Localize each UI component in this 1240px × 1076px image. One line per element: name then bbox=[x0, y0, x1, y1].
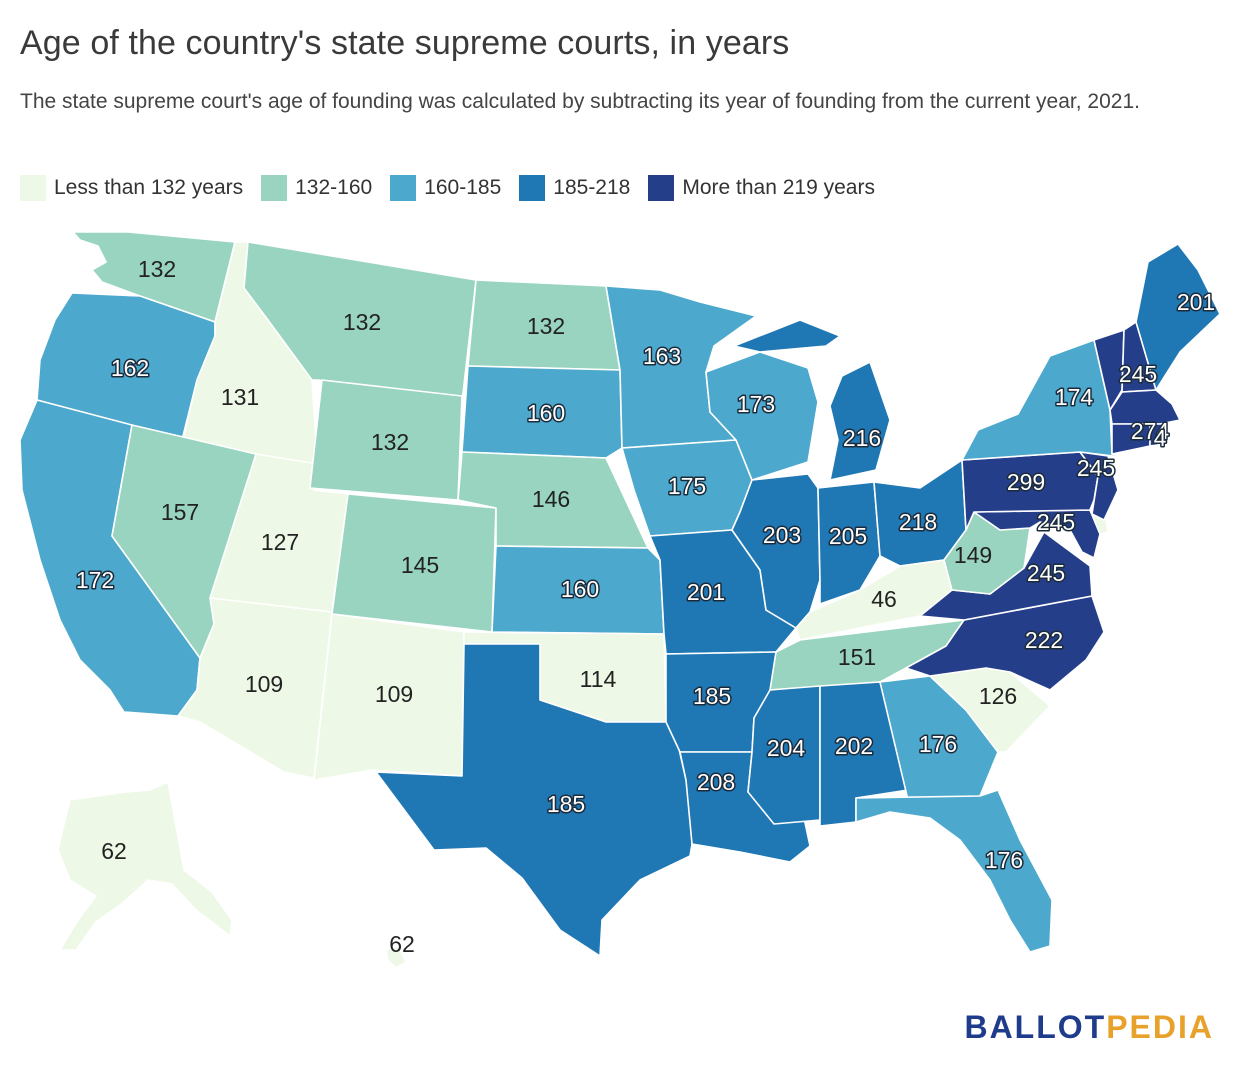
state-value-label-MA: 274 bbox=[1131, 418, 1170, 444]
state-value-label-IN: 205 bbox=[829, 523, 867, 549]
state-value-label-TX: 185 bbox=[547, 791, 585, 817]
state-ME[interactable] bbox=[1135, 243, 1221, 391]
legend-label: Less than 132 years bbox=[54, 176, 244, 199]
state-value-label-HI: 62 bbox=[389, 931, 415, 957]
state-value-label-LA: 208 bbox=[697, 769, 735, 795]
state-value-label-AR: 185 bbox=[693, 683, 731, 709]
legend-swatch bbox=[648, 175, 675, 201]
chart-title: Age of the country's state supreme court… bbox=[20, 24, 790, 62]
state-value-label-WY: 132 bbox=[371, 429, 409, 455]
state-WA[interactable] bbox=[72, 231, 236, 323]
state-value-label-NM: 109 bbox=[375, 681, 413, 707]
state-value-label-ME: 201 bbox=[1177, 289, 1215, 315]
state-value-label-OR: 162 bbox=[111, 355, 149, 381]
legend-item-bin3: 185-218 bbox=[519, 175, 630, 201]
states-layer bbox=[19, 231, 1221, 969]
state-value-label-AK: 62 bbox=[101, 838, 127, 864]
state-value-label-CO: 145 bbox=[401, 552, 439, 578]
state-SD[interactable] bbox=[461, 365, 623, 459]
state-value-label-KS: 160 bbox=[561, 576, 599, 602]
state-value-label-CA: 172 bbox=[76, 567, 114, 593]
state-value-label-UT: 127 bbox=[261, 529, 299, 555]
state-value-label-MN: 163 bbox=[643, 343, 681, 369]
state-value-label-OK: 114 bbox=[580, 666, 617, 692]
state-value-label-MO: 201 bbox=[687, 579, 725, 605]
chart-subtitle: The state supreme court's age of foundin… bbox=[20, 90, 1140, 113]
state-NC[interactable] bbox=[905, 595, 1105, 691]
state-TX[interactable] bbox=[375, 643, 697, 957]
state-value-label-OH: 218 bbox=[899, 509, 937, 535]
legend-item-bin2: 160-185 bbox=[390, 175, 501, 201]
legend-item-bin1: 132-160 bbox=[261, 175, 372, 201]
legend-item-bin4: More than 219 years bbox=[648, 175, 875, 201]
state-value-label-WV: 149 bbox=[954, 542, 992, 568]
legend-swatch bbox=[390, 175, 417, 201]
legend: Less than 132 years 132-160 160-185 185-… bbox=[20, 174, 893, 202]
state-MI[interactable] bbox=[733, 319, 891, 481]
state-value-label-NV: 157 bbox=[161, 499, 199, 525]
state-value-label-WI: 173 bbox=[737, 391, 775, 417]
state-value-label-ND: 132 bbox=[527, 313, 565, 339]
legend-swatch bbox=[261, 175, 288, 201]
state-value-label-GA: 176 bbox=[919, 731, 957, 757]
state-value-label-SD: 160 bbox=[527, 400, 565, 426]
legend-label: 185-218 bbox=[553, 176, 631, 199]
ballotpedia-logo: BALLOTPEDIA bbox=[964, 1009, 1214, 1045]
state-value-label-AZ: 109 bbox=[245, 671, 283, 697]
state-AK[interactable] bbox=[57, 781, 233, 951]
state-value-label-NH: 245 bbox=[1119, 361, 1157, 387]
state-value-label-TN: 151 bbox=[838, 644, 876, 670]
state-value-label-SC: 126 bbox=[979, 683, 1017, 709]
legend-swatch bbox=[519, 175, 546, 201]
state-value-label-AL: 202 bbox=[835, 733, 873, 759]
state-HI[interactable] bbox=[385, 945, 407, 969]
state-RI[interactable] bbox=[1149, 423, 1165, 447]
state-value-label-NC: 222 bbox=[1025, 627, 1063, 653]
state-value-label-NY: 174 bbox=[1055, 384, 1094, 410]
legend-item-bin0: Less than 132 years bbox=[20, 175, 243, 201]
state-value-label-IA: 175 bbox=[668, 473, 706, 499]
state-value-label-NJ: 245 bbox=[1077, 455, 1115, 481]
state-WI[interactable] bbox=[705, 351, 819, 481]
legend-label: 132-160 bbox=[295, 176, 373, 199]
legend-swatch bbox=[20, 175, 46, 201]
state-value-label-IL: 203 bbox=[763, 522, 801, 548]
state-value-label-KY: 46 bbox=[871, 586, 897, 612]
state-value-label-RI: 4 bbox=[1154, 425, 1167, 451]
state-value-label-PA: 299 bbox=[1007, 469, 1045, 495]
labels-layer: 132 162 172 131 157 127 109 132 132 145 109 132 160 1… bbox=[74, 256, 1216, 957]
state-value-label-VA: 245 bbox=[1027, 560, 1065, 586]
legend-label: More than 219 years bbox=[682, 176, 875, 199]
state-FL[interactable] bbox=[855, 789, 1053, 953]
state-value-label-FL: 176 bbox=[985, 847, 1023, 873]
state-value-label-ID: 131 bbox=[221, 384, 259, 410]
state-value-label-MS: 204 bbox=[767, 735, 806, 761]
us-state-map: 132 162 172 131 157 127 109 132 132 145 109 132 160 1… bbox=[19, 231, 1221, 969]
state-value-label-NE: 146 bbox=[532, 486, 570, 512]
legend-label: 160-185 bbox=[424, 176, 502, 199]
state-value-label-MI: 216 bbox=[843, 425, 881, 451]
state-NM[interactable] bbox=[313, 613, 465, 781]
state-value-label-WA: 132 bbox=[138, 256, 176, 282]
state-value-label-MD: 245 bbox=[1037, 509, 1075, 535]
state-value-label-MT: 132 bbox=[343, 309, 381, 335]
